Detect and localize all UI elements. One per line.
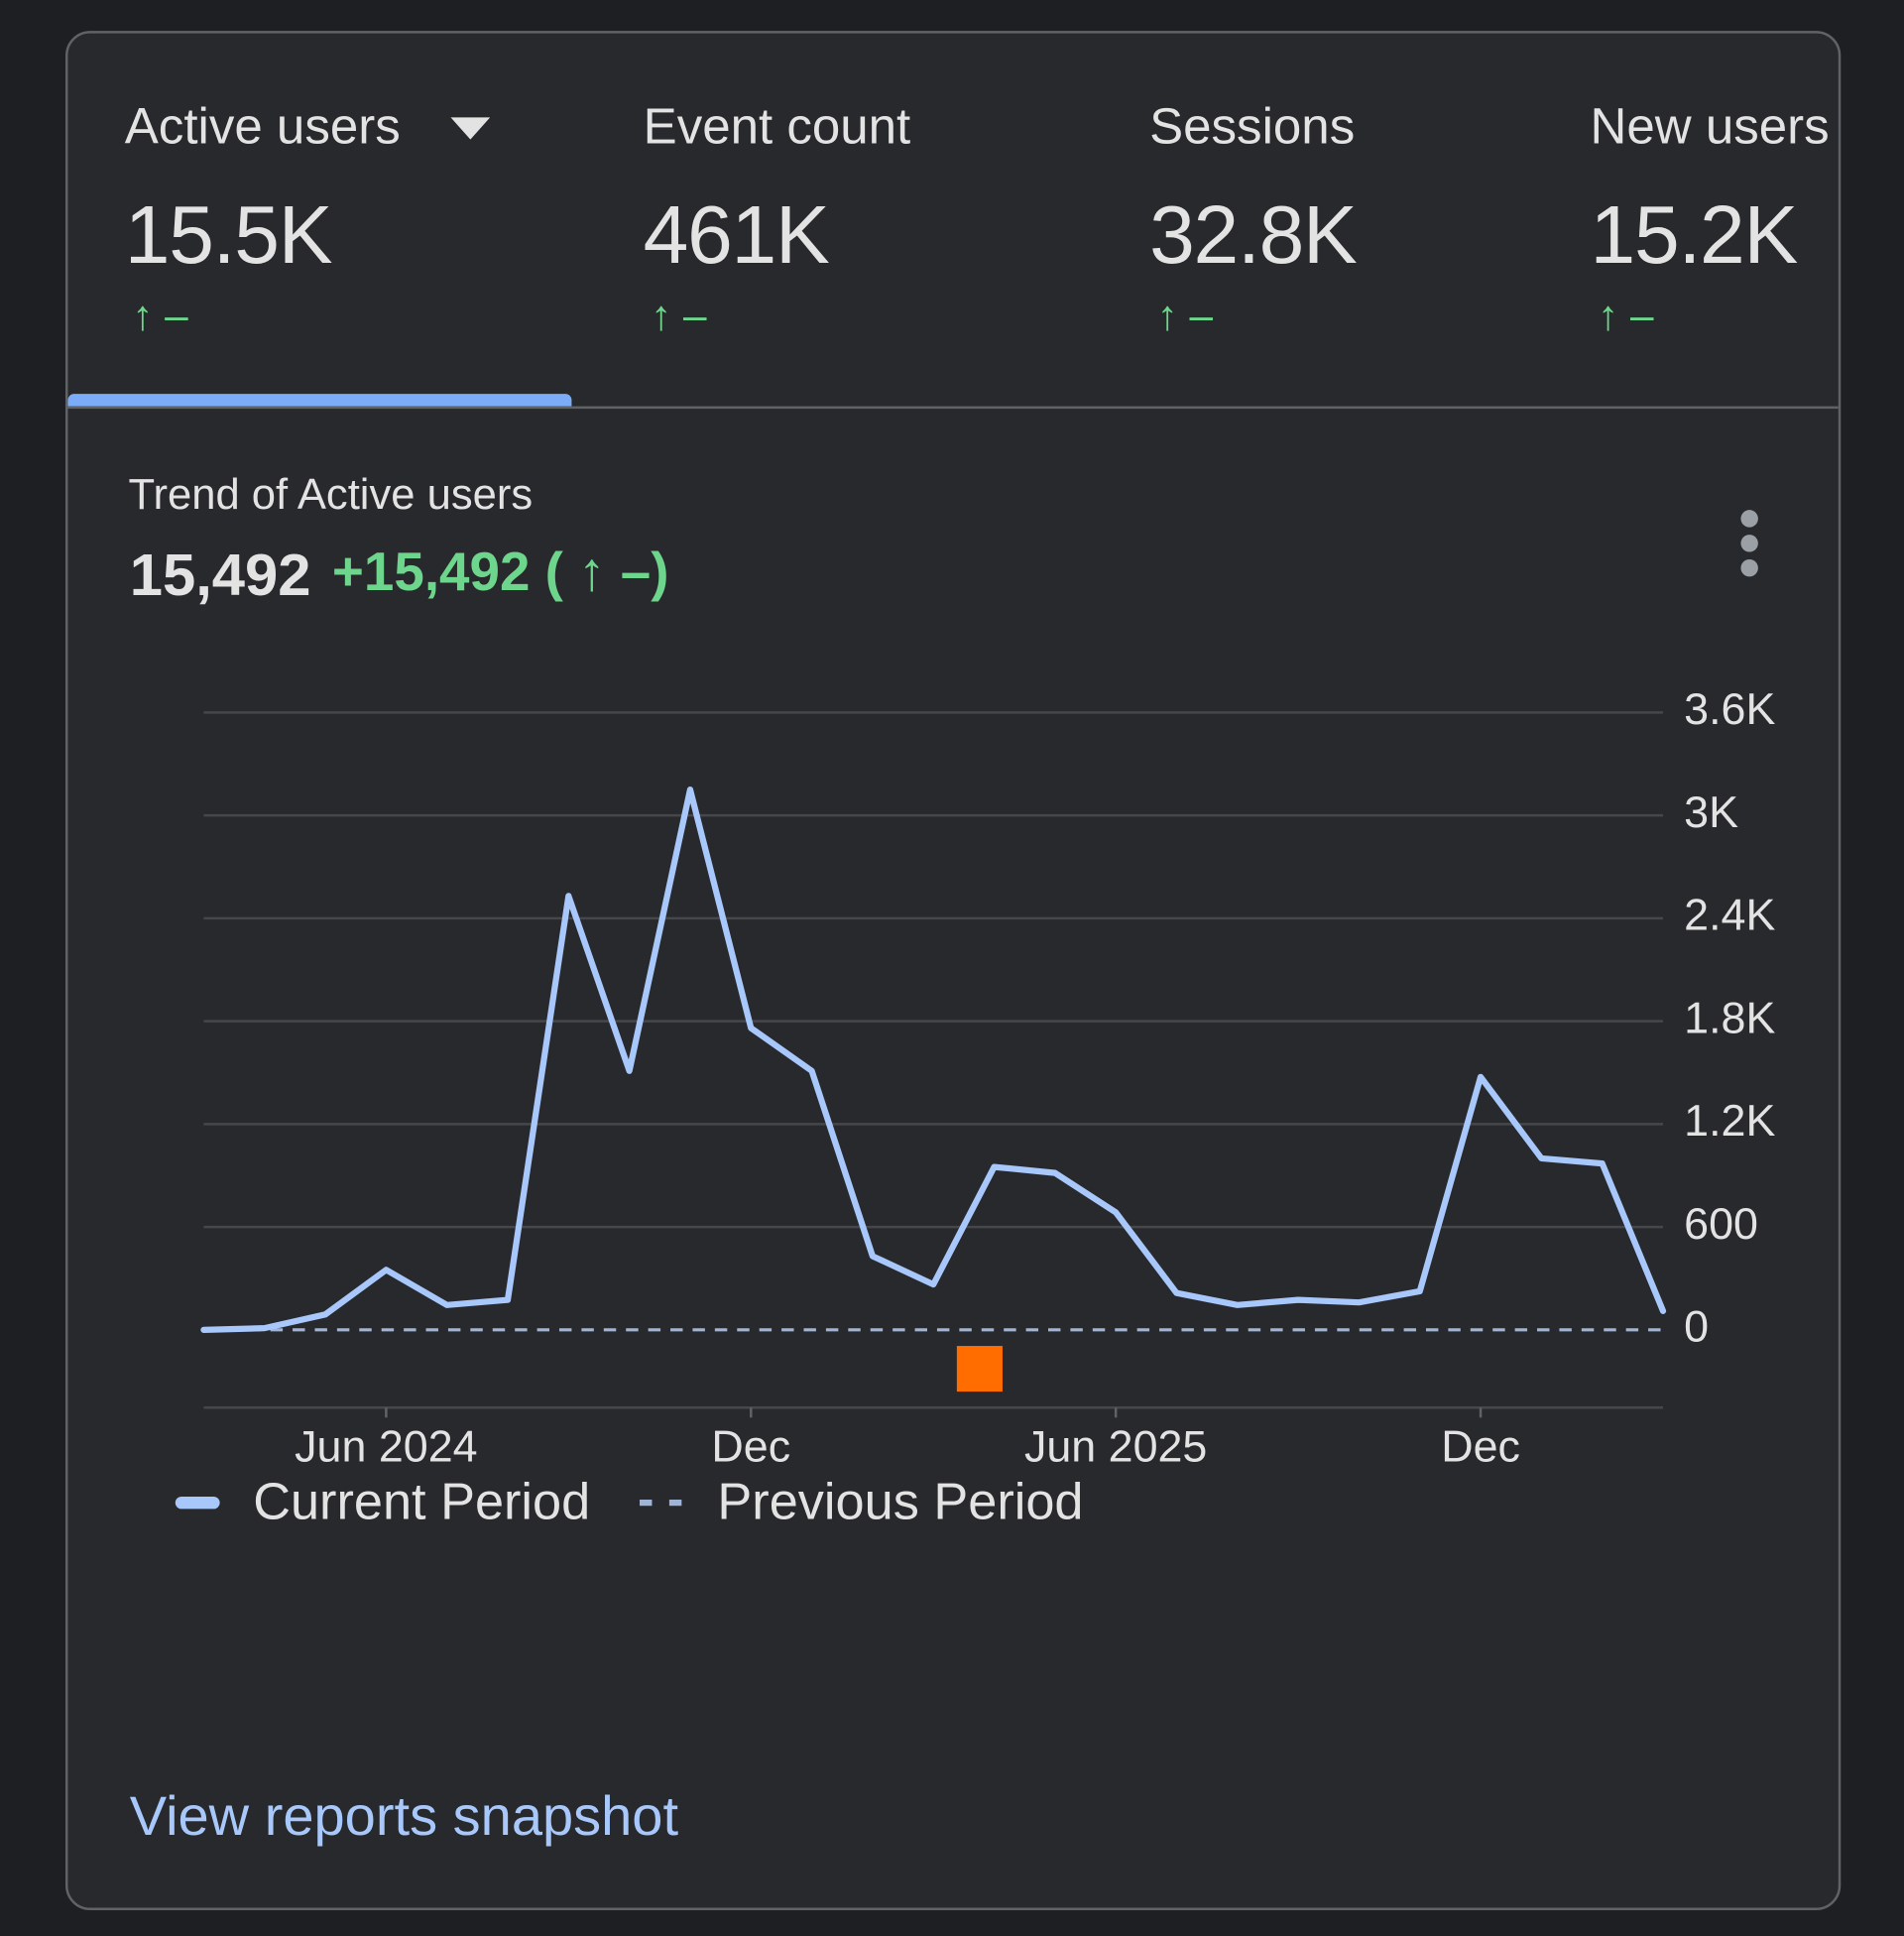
tab-label: Event count [643,97,911,155]
tab-value: 15.5K [124,188,333,281]
y-tick-label: 1.8K [1684,993,1775,1042]
x-tick-label: Jun 2025 [1024,1421,1207,1471]
tab-change: ↑ – [132,293,188,340]
tab-change: ↑ – [1156,293,1214,340]
tab-label: Active users [124,97,401,155]
y-tick-label: 3K [1684,787,1738,837]
x-tick-label: Jun 2024 [295,1421,477,1471]
tab-value: 15.2K [1590,188,1799,281]
dropdown-icon[interactable] [450,117,491,140]
tab-change: ↑ – [651,293,707,340]
x-tick-label: Dec [711,1421,790,1471]
x-tick-label: Dec [1441,1421,1520,1471]
trend-delta: +15,492 ( ↑ –) [332,543,669,604]
tab-label: New users [1590,97,1830,155]
y-tick-label: 2.4K [1684,891,1775,940]
y-tick-label: 3.6K [1684,684,1775,734]
y-tick-label: 1.2K [1684,1096,1775,1146]
delta: +15,492 [331,542,531,603]
tab-indicator [67,394,572,407]
tab-value: 461K [643,188,830,281]
series-line [200,786,1667,1333]
tab-value: 32.8K [1149,188,1358,281]
y-tick-label: 0 [1684,1302,1709,1352]
trend-total: 15,492 [129,543,311,609]
more-menu[interactable] [1737,509,1762,578]
annotation-marker[interactable] [956,1346,1003,1392]
delta-note: ( ↑ –) [544,542,669,603]
card: Active users 15.5K ↑ – Event count 461K … [64,31,1842,1911]
trend-title: Trend of Active users [128,470,534,519]
legend-label: Current Period [253,1473,590,1530]
divider [67,406,1839,410]
view-reports-link[interactable]: View reports snapshot [129,1784,679,1848]
tab-change: ↑ – [1598,293,1654,340]
legend-label: Previous Period [717,1473,1083,1530]
tab-label: Sessions [1149,97,1356,155]
y-tick-label: 600 [1684,1199,1758,1249]
